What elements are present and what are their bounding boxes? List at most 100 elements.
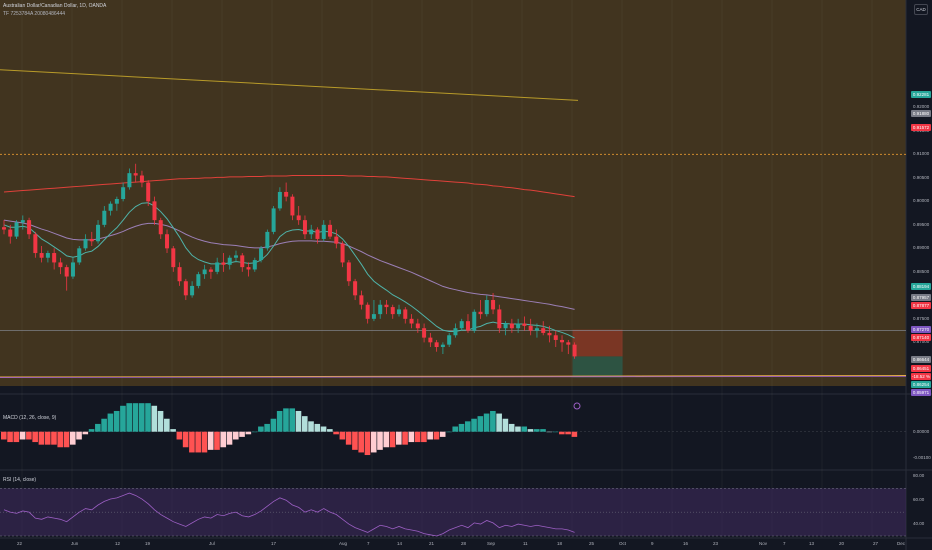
macd-bar [32,431,38,443]
macd-bar [333,431,339,435]
time-tick-label: Oct [619,541,627,546]
rsi-tick-label: 60.00 [913,497,925,503]
candle-body [522,323,527,326]
macd-bar [477,416,484,432]
candle-body [447,335,452,345]
time-tick-label: 16 [683,541,689,546]
macd-bar [82,431,89,435]
candle-body [503,323,508,329]
time-tick-label: 9 [651,541,654,546]
macd-histogram [0,403,906,456]
candle-body [121,187,126,199]
candle-body [415,323,420,329]
time-tick-label: 12 [115,541,121,546]
candle-body [14,222,19,237]
price-tick-label: 0.90500 [913,174,930,180]
macd-bar [189,431,195,453]
macd-bar [270,418,277,432]
candle-body [171,248,176,268]
candle-body [208,269,213,272]
candle-body [478,311,483,315]
events-marker-icon[interactable] [573,402,581,410]
candle-body [246,267,251,270]
candle-body [365,304,370,319]
macd-bar [490,410,496,432]
macd-bar [546,431,553,433]
macd-bar [320,426,327,432]
macd-bar [239,431,245,437]
candle-body [139,175,144,183]
candle-body [346,262,351,282]
candle-body [509,323,514,329]
macd-legend[interactable]: MACD (12, 26, close, 9) [3,415,57,421]
candle-body [152,201,157,221]
candle-body [114,199,119,204]
macd-bar [345,431,352,445]
price-badge: 0.87877 [911,301,931,309]
macd-bar [145,403,151,432]
time-tick-label: Jul [209,541,215,546]
macd-bar [157,410,164,432]
candle-body [277,191,282,209]
price-tick-label: 0.87500 [913,315,930,321]
symbol-legend[interactable]: Australian Dollar/Canadian Dollar, 1D, O… [3,3,107,9]
candle-body [2,227,6,230]
macd-bar [95,423,101,432]
candle-body [233,255,238,258]
macd-bar [427,431,433,440]
macd-bar [13,431,20,443]
time-tick-label: Sep [487,541,496,546]
indicator-legend: TF 7253784A 20080486444 [3,11,65,17]
time-tick-label: 22 [17,541,23,546]
candle-body [302,220,307,235]
candle-body [453,328,458,336]
ema-fast-line [3,202,575,339]
macd-bar [358,431,364,453]
macd-bar [471,418,477,432]
candle-body [64,267,69,277]
candle-body [572,344,577,357]
time-tick-label: 17 [271,541,277,546]
macd-bar [164,418,170,432]
support-line-secondary [0,375,907,378]
candle-body [484,300,489,315]
macd-bar [559,431,565,435]
candle-body [33,234,38,254]
candle-body [497,309,502,329]
macd-bar [101,418,107,432]
price-tick-label: 0.89500 [913,221,930,227]
candlestick-series[interactable] [2,163,577,359]
price-tick-label: 0.88500 [913,268,930,274]
position-tool[interactable] [572,329,623,378]
macd-bar [327,429,333,432]
price-badge: 0.91572 [911,123,931,131]
candle-body [390,307,395,315]
candle-body [158,220,163,235]
candle-body [534,328,539,331]
macd-bar [439,431,446,437]
macd-tick-label: 0.00000 [913,428,930,434]
price-badge: 0.87270 [911,326,931,334]
candle-body [52,253,57,263]
candle-body [177,267,182,282]
rsi-legend[interactable]: RSI (14, close) [3,477,37,483]
candle-body [472,311,477,331]
macd-bar [44,431,51,445]
candle-body [422,328,427,338]
macd-bar [452,426,459,432]
macd-bar [120,405,126,432]
macd-bar [496,413,502,432]
time-tick-label: 19 [145,541,151,546]
candle-body [39,253,44,258]
candle-body [334,236,339,244]
support-line [0,375,907,378]
currency-button[interactable]: CAD [914,4,928,15]
macd-bar [232,431,239,440]
candle-body [560,339,565,343]
candle-body [309,229,314,235]
candle-body [428,337,433,343]
candle-body [240,255,245,268]
macd-bar [138,403,145,432]
rsi-tick-label: 40.00 [913,521,925,527]
